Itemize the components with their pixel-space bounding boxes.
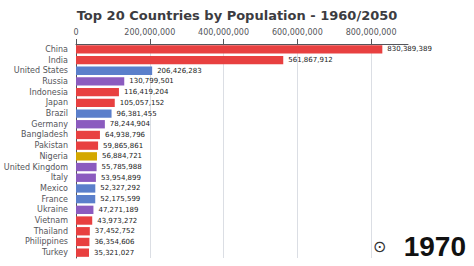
svg-text:96,381,455: 96,381,455 (117, 110, 157, 118)
svg-text:130,799,501: 130,799,501 (129, 77, 174, 85)
svg-text:Pakistan: Pakistan (35, 141, 69, 150)
svg-text:43,973,272: 43,973,272 (97, 217, 137, 225)
svg-text:Thailand: Thailand (33, 227, 68, 236)
svg-text:India: India (48, 56, 68, 65)
svg-text:47,271,189: 47,271,189 (98, 206, 138, 214)
svg-text:China: China (45, 45, 68, 54)
svg-text:Turkey: Turkey (41, 248, 68, 257)
svg-text:Russia: Russia (42, 77, 68, 86)
svg-text:Philippines: Philippines (25, 237, 68, 246)
svg-text:600,000,000: 600,000,000 (272, 28, 323, 37)
svg-text:Brazil: Brazil (46, 109, 68, 118)
svg-text:78,244,904: 78,244,904 (110, 120, 151, 128)
svg-text:52,175,599: 52,175,599 (100, 195, 140, 203)
svg-text:35,321,027: 35,321,027 (94, 249, 134, 257)
svg-text:Top 20 Countries by Population: Top 20 Countries by Population - 1960/20… (77, 8, 398, 23)
svg-text:0: 0 (73, 28, 78, 37)
svg-text:56,884,721: 56,884,721 (102, 152, 142, 160)
svg-text:United Kingdom: United Kingdom (4, 163, 68, 172)
svg-text:105,057,152: 105,057,152 (120, 99, 165, 107)
svg-text:64,938,796: 64,938,796 (105, 131, 146, 139)
svg-text:Bangladesh: Bangladesh (21, 130, 68, 139)
svg-text:800,000,000: 800,000,000 (346, 28, 397, 37)
svg-text:France: France (41, 195, 68, 204)
svg-text:36,354,606: 36,354,606 (94, 238, 135, 246)
svg-text:561,867,912: 561,867,912 (288, 56, 333, 64)
svg-text:59,865,861: 59,865,861 (103, 142, 143, 150)
svg-text:37,452,752: 37,452,752 (95, 227, 135, 235)
svg-text:Germany: Germany (31, 120, 68, 129)
svg-text:Japan: Japan (45, 98, 68, 107)
svg-text:400,000,000: 400,000,000 (198, 28, 249, 37)
svg-text:United States: United States (14, 66, 68, 75)
svg-text:Italy: Italy (51, 173, 69, 182)
svg-text:⊙: ⊙ (373, 238, 386, 255)
svg-text:200,000,000: 200,000,000 (124, 28, 175, 37)
svg-text:55,785,988: 55,785,988 (102, 163, 142, 171)
svg-text:Ukraine: Ukraine (37, 205, 68, 214)
svg-text:116,419,204: 116,419,204 (124, 88, 169, 96)
svg-text:Nigeria: Nigeria (39, 152, 68, 161)
svg-text:1970: 1970 (404, 231, 466, 262)
svg-text:53,954,899: 53,954,899 (101, 174, 141, 182)
svg-text:52,327,292: 52,327,292 (100, 184, 140, 192)
svg-text:206,426,283: 206,426,283 (157, 67, 202, 75)
svg-text:Vietnam: Vietnam (35, 216, 69, 225)
svg-text:Indonesia: Indonesia (29, 88, 68, 97)
svg-text:Mexico: Mexico (40, 184, 68, 193)
svg-text:830,389,389: 830,389,389 (387, 45, 432, 53)
